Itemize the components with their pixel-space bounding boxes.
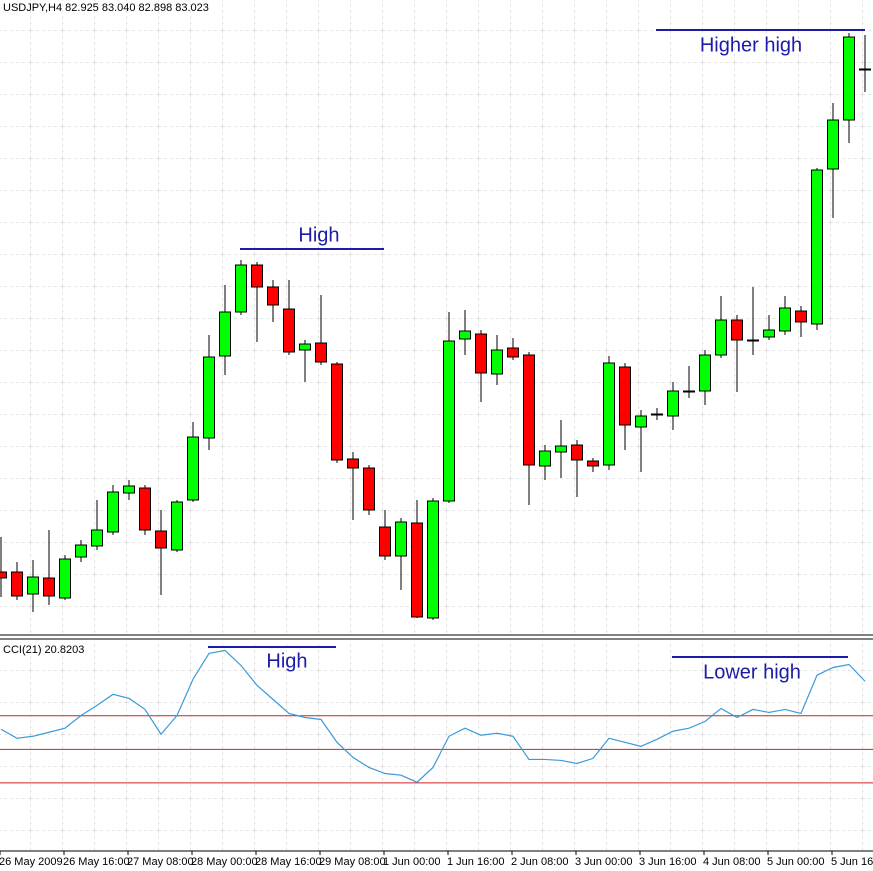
candle-body	[763, 329, 775, 338]
candle-body	[43, 577, 55, 597]
candle-body	[731, 319, 743, 341]
candle-body	[235, 264, 247, 313]
candle-body	[699, 354, 711, 392]
candle-body	[395, 521, 407, 557]
candle-body	[203, 356, 215, 439]
candle-body	[859, 68, 871, 71]
x-tick-label: 29 May 08:00	[319, 856, 386, 868]
candle-body	[315, 342, 327, 363]
candle-body	[267, 286, 279, 306]
x-tick-label: 28 May 00:00	[191, 856, 258, 868]
annotation: Lower high	[703, 661, 801, 683]
candle-body	[427, 500, 439, 619]
candle-body	[475, 333, 487, 374]
x-tick-label: 28 May 16:00	[255, 856, 322, 868]
candle-body	[571, 444, 583, 461]
x-tick-label: 5 Jun 00:00	[767, 856, 825, 868]
x-tick-label: 1 Jun 00:00	[383, 856, 441, 868]
candle-body	[507, 347, 519, 358]
price-panel	[0, 33, 871, 620]
candle-body	[363, 467, 375, 511]
candle-body	[139, 487, 151, 531]
candle-body	[843, 36, 855, 121]
candle-body	[331, 363, 343, 461]
x-tick-label: 1 Jun 16:00	[447, 856, 505, 868]
grid-background	[0, 641, 873, 851]
candle-body	[91, 529, 103, 547]
indicator-title: CCI(21) 20.8203	[3, 644, 84, 656]
candle-body	[555, 445, 567, 453]
candle-body	[523, 354, 535, 466]
annotation: High	[266, 650, 307, 672]
candle-body	[667, 390, 679, 417]
candle-body	[347, 458, 359, 469]
candle-body	[747, 339, 759, 342]
candle-body	[443, 340, 455, 502]
candle-body	[283, 308, 295, 353]
candle-body	[379, 526, 391, 557]
candle-body	[171, 501, 183, 551]
x-tick-label: 2 Jun 08:00	[511, 856, 569, 868]
x-tick-label: 3 Jun 00:00	[575, 856, 633, 868]
candle-body	[59, 558, 71, 599]
candle-body	[651, 413, 663, 416]
chart-title: USDJPY,H4 82.925 83.040 82.898 83.023	[3, 2, 209, 14]
x-tick-label: 5 Jun 16:00	[831, 856, 873, 868]
annotation: Higher high	[700, 34, 802, 56]
candle-body	[299, 343, 311, 351]
candle-body	[827, 119, 839, 170]
x-tick-label: 26 May 16:00	[63, 856, 130, 868]
candle-body	[459, 330, 471, 340]
x-tick-label: 26 May 2009	[0, 856, 63, 868]
candle-body	[155, 530, 167, 549]
x-tick-label: 4 Jun 08:00	[703, 856, 761, 868]
candle-body	[75, 544, 87, 558]
candle-body	[187, 436, 199, 501]
candle-body	[715, 319, 727, 356]
candle-body	[27, 576, 39, 595]
candle-body	[635, 415, 647, 428]
candle-body	[603, 362, 615, 466]
candle-body	[251, 264, 263, 288]
candle-body	[811, 169, 823, 325]
candle-body	[123, 485, 135, 494]
candle-body	[411, 522, 423, 618]
x-tick-label: 3 Jun 16:00	[639, 856, 697, 868]
candle-body	[539, 450, 551, 467]
candle-body	[11, 571, 23, 597]
cci-line	[0, 649, 866, 783]
annotation: High	[298, 224, 339, 246]
candle-body	[795, 310, 807, 323]
candle-body	[619, 366, 631, 426]
candle-body	[779, 307, 791, 332]
x-tick-label: 27 May 08:00	[127, 856, 194, 868]
candle-body	[587, 460, 599, 467]
candle-body	[491, 349, 503, 375]
cci-panel	[0, 649, 873, 784]
candle-body	[683, 390, 695, 393]
candle-body	[219, 311, 231, 357]
candle-body	[107, 491, 119, 533]
candle-body	[0, 571, 7, 579]
